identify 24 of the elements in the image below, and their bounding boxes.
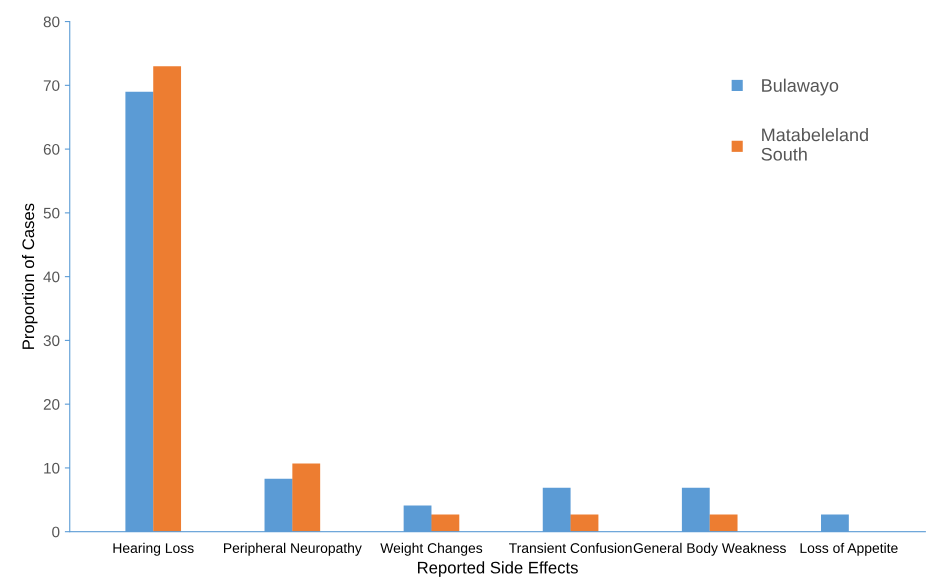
x-tick-label: Peripheral Neuropathy bbox=[224, 542, 362, 556]
x-axis-title: Reported Side Effects bbox=[418, 561, 578, 577]
x-tick-label: Transient Confusion bbox=[509, 542, 632, 554]
y-axis-title: Proportion of Cases bbox=[22, 204, 38, 349]
x-tick-label: Weight Changes bbox=[380, 542, 482, 556]
y-tick-label: 40 bbox=[43, 272, 60, 282]
y-tick-label: 30 bbox=[44, 335, 60, 346]
y-tick-label: 80 bbox=[44, 16, 60, 28]
bar bbox=[431, 514, 460, 532]
legend-label: Bulawayo bbox=[762, 78, 838, 96]
x-tick-label: Hearing Loss bbox=[113, 542, 194, 556]
x-tick-label: Loss of Appetite bbox=[800, 542, 898, 556]
y-tick-label: 0 bbox=[52, 526, 60, 538]
y-tick-label: 60 bbox=[44, 144, 60, 155]
legend-label: Matabeleland South bbox=[761, 128, 868, 161]
bar bbox=[570, 514, 598, 532]
bar bbox=[153, 66, 182, 532]
y-tick-label: 10 bbox=[44, 462, 60, 474]
y-tick-label: 20 bbox=[44, 399, 60, 410]
bar bbox=[710, 514, 738, 532]
y-tick-label: 50 bbox=[44, 208, 60, 219]
y-tick-label: 70 bbox=[44, 80, 60, 92]
bar bbox=[292, 463, 320, 532]
x-tick-label: General Body Weakness bbox=[634, 542, 786, 556]
